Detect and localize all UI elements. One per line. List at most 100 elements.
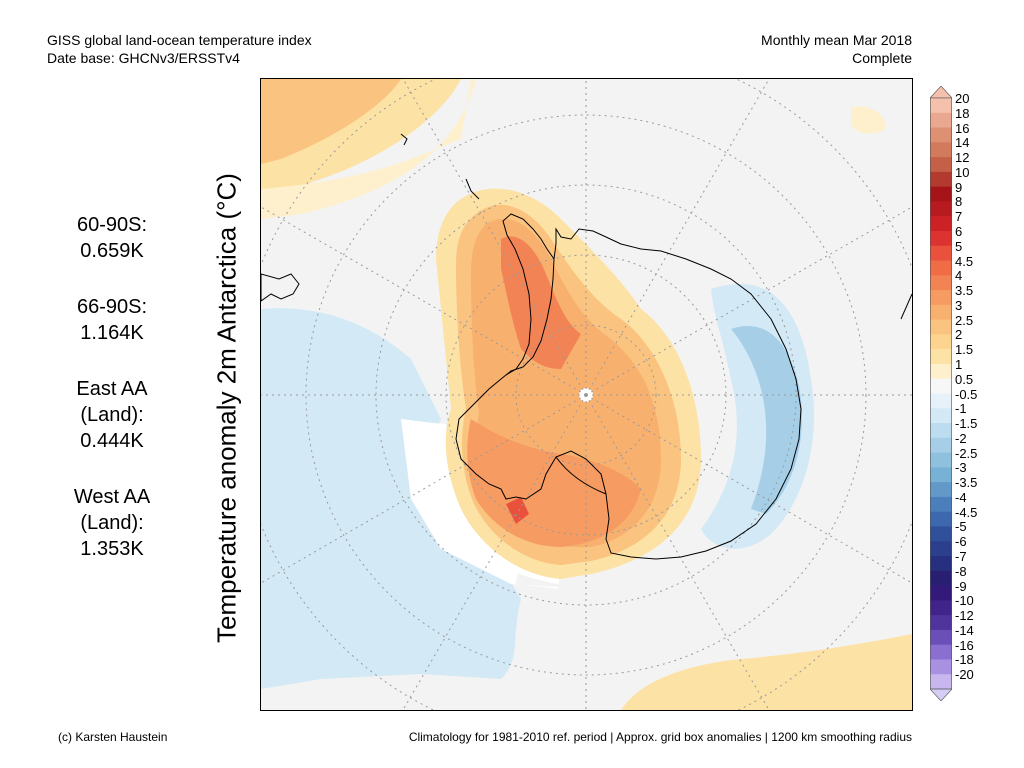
colorbar-swatch <box>930 260 952 276</box>
colorbar-tick-label: -6 <box>955 534 967 550</box>
colorbar-swatch <box>930 349 952 365</box>
stat-label: West AA (Land): <box>73 486 151 534</box>
colorbar-swatch <box>930 467 952 483</box>
colorbar-tick-label: 7 <box>955 209 963 225</box>
colorbar-swatch <box>930 378 952 394</box>
footnote-text: Climatology for 1981-2010 ref. period | … <box>408 730 912 744</box>
colorbar-tick-label: 3 <box>955 297 963 313</box>
colorbar-swatch <box>930 275 952 291</box>
anomaly-patch-w-cool <box>261 308 521 689</box>
colorbar-swatch <box>930 363 952 380</box>
colorbar-swatch <box>930 629 952 646</box>
stat-east-aa-land: East AA (Land): 0.444K <box>62 376 162 454</box>
colorbar-swatch <box>930 334 952 350</box>
colorbar <box>930 86 952 701</box>
colorbar-tick-label: -4 <box>955 489 967 505</box>
south-america-coastline <box>261 273 300 302</box>
colorbar-tick-label: -4.5 <box>955 504 978 520</box>
colorbar-tick-label: 14 <box>955 135 970 151</box>
colorbar-tick-label: 2.5 <box>955 312 974 328</box>
colorbar-swatch <box>930 171 952 188</box>
colorbar-tick-label: -3 <box>955 460 967 476</box>
colorbar-swatch <box>930 600 952 616</box>
stat-value: 1.353K <box>80 538 144 560</box>
stat-value: 0.659K <box>80 240 144 262</box>
colorbar-swatch <box>930 482 952 498</box>
colorbar-swatch <box>930 585 952 601</box>
colorbar-tick-label: -5 <box>955 519 967 535</box>
colorbar-tick-label: -0.5 <box>955 386 978 402</box>
colorbar-tick-label: -10 <box>955 593 974 609</box>
colorbar-tick-label: -1 <box>955 401 967 417</box>
colorbar-tick-label: 16 <box>955 120 970 136</box>
anomaly-patch-peninsula-hot <box>501 236 581 369</box>
anomaly-map <box>260 78 913 711</box>
y-axis-label: Temperature anomaly 2m Antarctica (°C) <box>211 173 242 643</box>
stat-value: 1.164K <box>80 322 144 344</box>
colorbar-tick-label: -12 <box>955 608 974 624</box>
colorbar-swatch <box>930 644 952 660</box>
period-label: Monthly mean Mar 2018 <box>761 32 912 48</box>
colorbar-bottom-tip <box>930 688 952 701</box>
kerguelen-hint <box>900 293 912 320</box>
colorbar-swatch <box>930 437 952 454</box>
colorbar-swatch <box>930 290 952 306</box>
anomaly-patch-ross-warm <box>467 419 641 547</box>
colorbar-tick-label: -3.5 <box>955 475 978 491</box>
colorbar-tick-label: 6 <box>955 223 963 239</box>
chart-header-right: Monthly mean Mar 2018 Complete <box>761 31 912 67</box>
colorbar-swatch <box>930 98 952 114</box>
colorbar-swatch <box>930 511 952 527</box>
colorbar-swatch <box>930 127 952 143</box>
colorbar-swatch <box>930 112 952 129</box>
stat-66-90s: 66-90S: 1.164K <box>62 294 162 346</box>
colorbar-tick-label: -2 <box>955 430 967 446</box>
colorbar-tick-label: -1.5 <box>955 416 978 432</box>
colorbar-swatch <box>930 674 952 690</box>
colorbar-swatch <box>930 615 952 631</box>
colorbar-tick-label: 9 <box>955 179 963 195</box>
colorbar-outline <box>930 97 952 690</box>
colorbar-tick-label: 3.5 <box>955 283 974 299</box>
dataset-base: Date base: GHCNv3/ERSSTv4 <box>47 50 240 66</box>
colorbar-swatch <box>930 496 952 513</box>
colorbar-tick-label: 20 <box>955 91 970 106</box>
stat-label: 66-90S: <box>76 296 148 318</box>
stat-value: 0.444K <box>80 430 144 452</box>
colorbar-tick-label: 12 <box>955 150 970 166</box>
graticule <box>261 79 912 710</box>
colorbar-swatch <box>930 659 952 675</box>
colorbar-tick-label: -18 <box>955 652 974 668</box>
colorbar-tick-label: 1 <box>955 356 963 372</box>
anomaly-patch-e-cooler <box>731 326 802 514</box>
colorbar-swatch <box>930 186 952 202</box>
colorbar-tick-label: -14 <box>955 622 974 638</box>
colorbar-tick-label: 4 <box>955 268 963 284</box>
colorbar-swatch <box>930 304 952 321</box>
colorbar-swatch <box>930 201 952 217</box>
colorbar-swatch <box>930 142 952 158</box>
colorbar-tick-label: -7 <box>955 549 967 565</box>
credit-text: (c) Karsten Haustein <box>58 730 168 744</box>
colorbar-swatch <box>930 556 952 572</box>
colorbar-top-tip <box>930 86 952 99</box>
colorbar-tick-label: -20 <box>955 667 974 683</box>
colorbar-swatch <box>930 526 952 542</box>
colorbar-swatch <box>930 393 952 409</box>
colorbar-swatch <box>930 408 952 424</box>
sandwich-islands <box>400 133 408 146</box>
colorbar-swatch <box>930 319 952 335</box>
completeness-label: Complete <box>852 50 912 66</box>
colorbar-tick-label: 4.5 <box>955 253 974 269</box>
stat-west-aa-land: West AA (Land): 1.353K <box>62 484 162 562</box>
ross-shelf-line <box>555 456 607 495</box>
colorbar-tick-label: -2.5 <box>955 445 978 461</box>
colorbar-swatch <box>930 245 952 262</box>
colorbar-tick-label: 18 <box>955 105 970 121</box>
anomaly-patch-ne <box>851 106 886 134</box>
colorbar-swatch <box>930 570 952 587</box>
colorbar-tick-label: -8 <box>955 563 967 579</box>
colorbar-tick-label: -16 <box>955 637 974 653</box>
colorbar-tick-label: 5 <box>955 238 963 254</box>
stat-label: East AA (Land): <box>76 378 148 426</box>
